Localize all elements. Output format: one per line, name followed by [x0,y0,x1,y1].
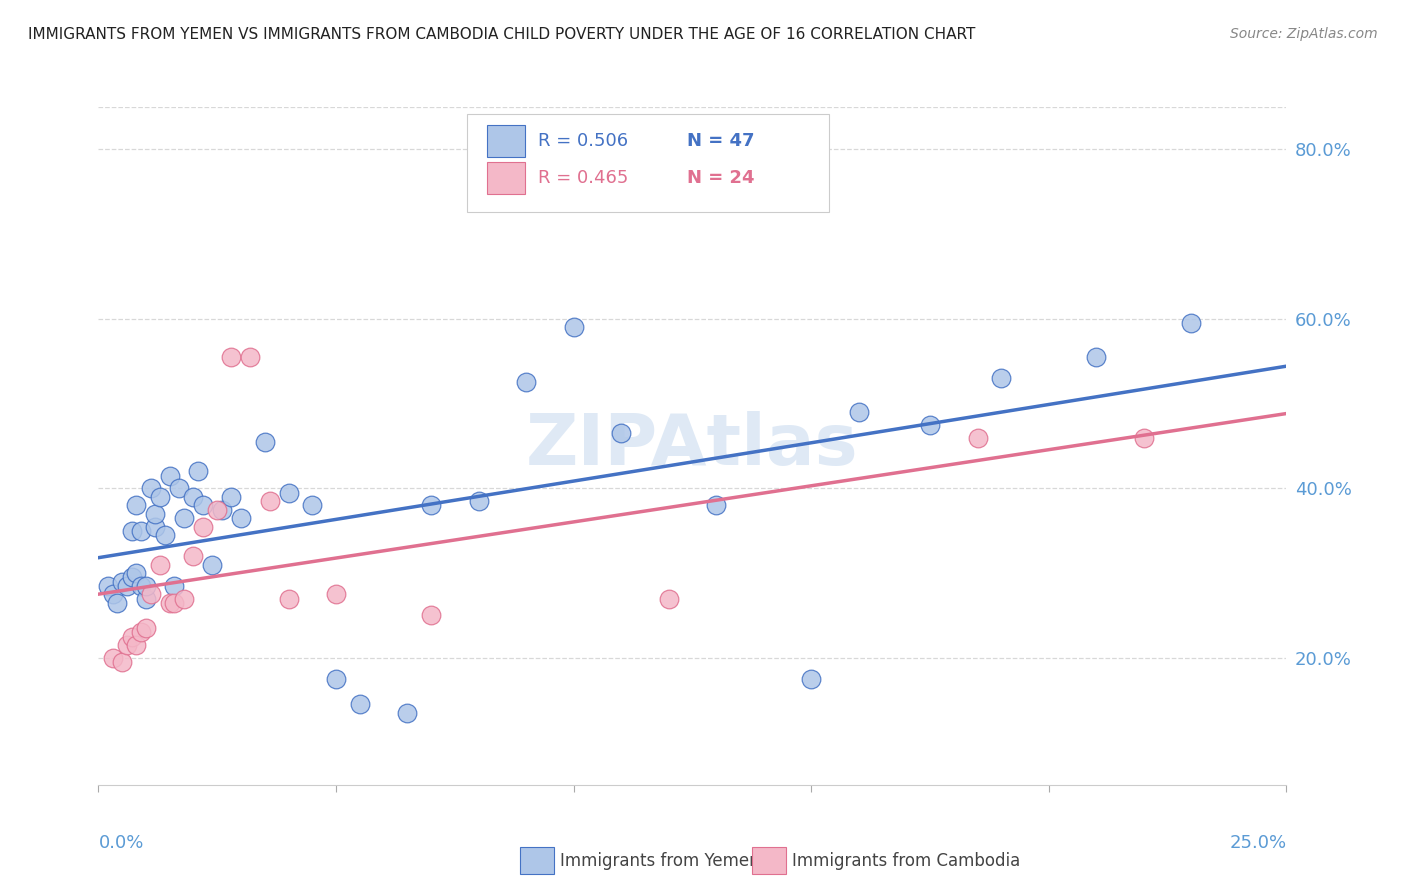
Point [187,464,209,478]
Point [129,625,152,640]
Text: ZIPAtlas: ZIPAtlas [526,411,859,481]
Point [920,417,942,432]
Point [1133,430,1156,444]
Point [159,596,181,610]
Point [1085,350,1108,364]
Point [966,430,988,444]
Point [121,570,143,584]
Point [277,485,299,500]
Point [211,502,233,516]
Point [191,498,214,512]
Point [129,524,152,538]
Point [101,587,124,601]
Point [139,587,162,601]
Text: Source: ZipAtlas.com: Source: ZipAtlas.com [1230,27,1378,41]
Point [183,490,205,504]
Point [125,498,148,512]
Point [183,549,205,564]
Point [420,608,443,623]
Point [135,621,157,635]
Point [121,524,143,538]
Point [101,651,124,665]
Point [115,579,138,593]
Point [121,630,143,644]
Point [221,350,243,364]
Text: N = 47: N = 47 [686,132,754,150]
Point [207,502,229,516]
Point [167,482,190,496]
Point [111,655,134,669]
Point [191,519,214,533]
Point [125,566,148,581]
Text: R = 0.465: R = 0.465 [538,169,628,187]
Point [1180,316,1202,330]
Point [349,698,371,712]
Point [325,672,347,686]
Point [135,591,157,606]
Text: Immigrants from Yemen: Immigrants from Yemen [560,852,759,870]
Point [125,638,148,652]
Text: 0.0%: 0.0% [98,834,143,852]
Point [97,579,120,593]
Point [129,579,152,593]
Point [159,468,181,483]
Point [145,519,167,533]
Point [420,498,443,512]
Text: N = 24: N = 24 [686,169,754,187]
Point [221,490,243,504]
Point [301,498,323,512]
Point [135,579,157,593]
Point [239,350,262,364]
Bar [486,162,524,194]
Point [325,587,347,601]
Point [229,511,252,525]
Point [259,494,281,508]
Text: R = 0.506: R = 0.506 [538,132,628,150]
Point [149,490,172,504]
Point [163,596,186,610]
Point [107,596,129,610]
Point [658,591,681,606]
Text: IMMIGRANTS FROM YEMEN VS IMMIGRANTS FROM CAMBODIA CHILD POVERTY UNDER THE AGE OF: IMMIGRANTS FROM YEMEN VS IMMIGRANTS FROM… [28,27,976,42]
Point [173,511,195,525]
Point [145,507,167,521]
Point [253,434,276,449]
Point [163,579,186,593]
Point [848,405,870,419]
Point [562,320,585,334]
Point [396,706,419,720]
Point [149,558,172,572]
Point [515,376,537,390]
Point [153,528,176,542]
Point [467,494,489,508]
Point [111,574,134,589]
Bar [486,125,524,157]
Point [277,591,299,606]
Point [800,672,823,686]
Point [173,591,195,606]
Point [990,371,1012,385]
Text: Immigrants from Cambodia: Immigrants from Cambodia [792,852,1019,870]
Point [139,482,162,496]
Point [610,426,633,441]
Point [704,498,727,512]
Text: 25.0%: 25.0% [1229,834,1286,852]
Point [115,638,138,652]
Point [201,558,224,572]
FancyBboxPatch shape [467,114,830,212]
